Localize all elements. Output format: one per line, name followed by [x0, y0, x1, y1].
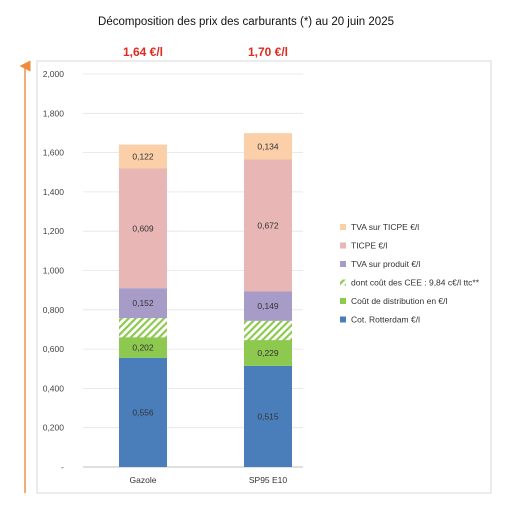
legend-swatch	[340, 316, 346, 323]
legend-swatch	[340, 242, 346, 249]
total-label-gazole: 1,64 €/l	[123, 45, 163, 59]
y-tick-label: 1,400	[43, 187, 65, 197]
bar-segment	[244, 133, 292, 160]
bar-segment	[244, 365, 292, 467]
legend-label: Coût de distribution en €/l	[351, 296, 448, 306]
category-label-sp95: SP95 E10	[249, 475, 288, 485]
legend-label: dont coût des CEE : 9,84 c€/l ttc**	[351, 278, 480, 288]
y-tick-label: 0,200	[43, 423, 65, 433]
bar-segment	[244, 159, 292, 292]
y-tick-label: 0,800	[43, 305, 65, 315]
legend-label: TVA sur produit €/l	[351, 259, 420, 269]
total-label-sp95: 1,70 €/l	[248, 45, 288, 59]
legend-swatch	[340, 298, 346, 304]
segment-value-label: 0,122	[132, 152, 154, 162]
segment-value-label: 0,515	[257, 411, 279, 421]
y-tick-label: 1,600	[43, 148, 65, 158]
bar-segment	[119, 168, 167, 289]
bars	[119, 133, 292, 467]
legend-label: Cot. Rotterdam €/l	[351, 315, 420, 325]
segment-value-label: 0,609	[132, 223, 154, 233]
chart-title: Décomposition des prix des carburants (*…	[98, 16, 394, 28]
plot-frame	[36, 60, 492, 494]
bar-segment	[119, 144, 167, 169]
bar-segment-cee-hatch	[244, 320, 292, 341]
segment-value-label: 0,229	[257, 348, 279, 358]
legend: TVA sur TICPE €/l TICPE €/l TVA sur produi…	[340, 222, 480, 325]
segment-value-label: 0,202	[132, 343, 154, 353]
legend-swatch	[340, 279, 346, 286]
segment-value-label: 0,152	[132, 298, 154, 308]
bar-segment-cee-hatch	[119, 318, 167, 338]
y-tick-label: 1,000	[43, 266, 65, 276]
y-tick-label: 0,600	[43, 344, 65, 354]
legend-swatch	[340, 261, 346, 267]
segment-value-label: 0,672	[257, 221, 279, 231]
segment-value-label: 0,149	[257, 301, 279, 311]
y-tick-label: 2,000	[43, 69, 65, 79]
segment-value-label: 0,134	[257, 141, 279, 151]
bar-segment	[244, 291, 292, 321]
y-tick-label: 1,200	[43, 226, 65, 236]
legend-label: TVA sur TICPE €/l	[351, 222, 419, 232]
category-label-gazole: Gazole	[130, 475, 157, 485]
y-tick-label: 0,400	[43, 383, 65, 393]
legend-label: TICPE €/l	[351, 241, 387, 251]
segment-value-label: 0,556	[132, 407, 154, 417]
y-tick-label: 1,800	[43, 108, 65, 118]
legend-swatch	[340, 224, 346, 230]
y-axis-ticks: - 0,200 0,400 0,600 0,800 1,000 1,200 1,400 1,60…	[43, 69, 65, 472]
bar-segment	[119, 357, 167, 467]
bar-segment	[119, 288, 167, 319]
segment-labels: 0,556 0,202 0,152 0,609 0,122 0,515 0,229 0,149…	[132, 141, 279, 421]
y-tick-label: -	[61, 462, 64, 472]
